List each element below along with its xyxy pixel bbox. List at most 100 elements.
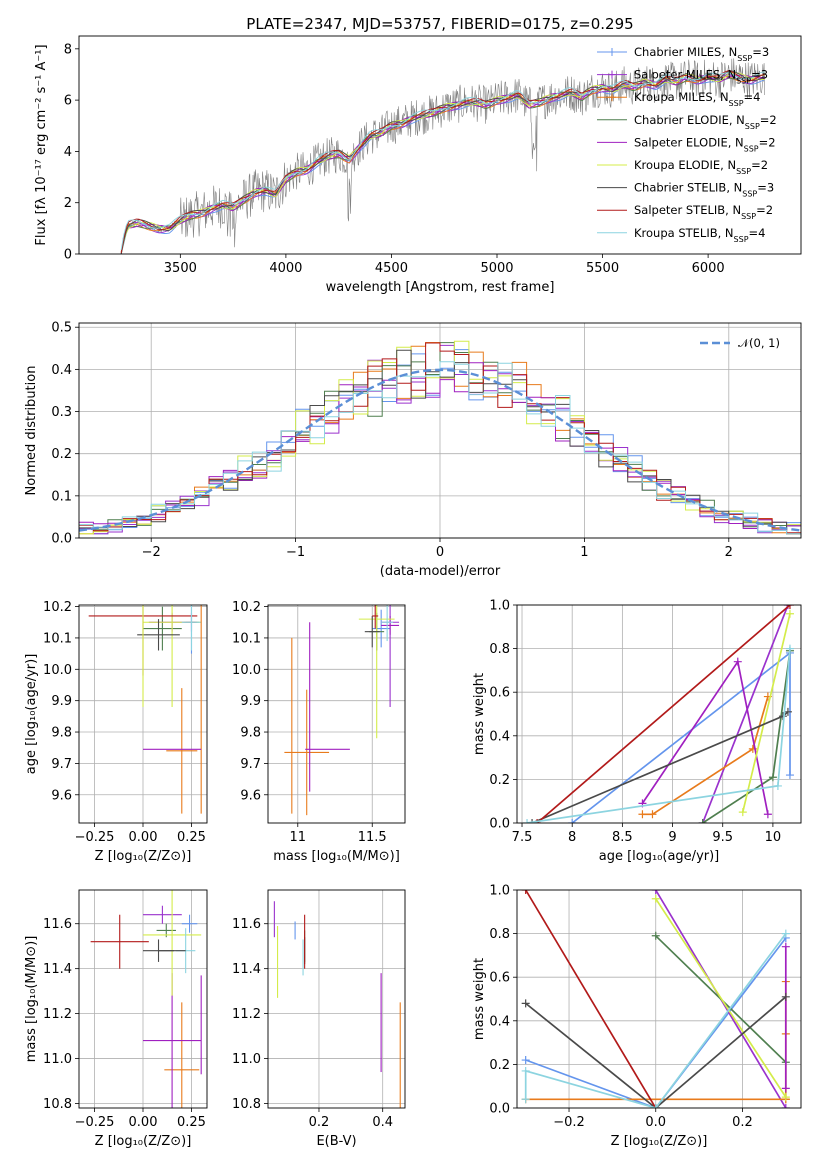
errorbar-7 [137,619,180,651]
x-tick-label: 5500 [586,261,619,276]
x-tick-label: 8 [568,830,576,845]
x-tick-label: 11 [290,830,307,845]
y-tick-label: 0 [64,248,72,263]
x-tick-label: 1 [580,545,588,560]
x-tick-label: 0.2 [309,1115,330,1130]
y-tick-label: 11.0 [232,1052,261,1067]
y-tick-label: 2 [64,196,72,211]
y-tick-label: 0.8 [489,927,510,942]
plot-area [523,605,794,823]
series-marker [781,929,790,938]
series-line-1 [525,937,787,1108]
legend-marker [608,70,616,79]
series-marker [778,712,787,721]
y-tick-label: 11.6 [43,917,72,932]
x-tick-label: 0 [436,545,444,560]
errorbar-3 [164,1002,200,1108]
y-tick-label: 0.4 [489,729,510,744]
y-tick-label: 11.2 [232,1007,261,1022]
x-tick-label: 11.5 [358,830,387,845]
panel-mass_vs_ebv: 0.2 0.4 10.8 11.0 11.2 11.4 11.6 E(B-V) [232,889,406,1149]
y-tick-label: 1.0 [489,884,510,899]
y-tick-label: 10.1 [43,631,72,646]
legend-label-7: Chabrier STELIB, NSSP=3 [634,181,774,199]
y-tick-label: 11.4 [232,962,261,977]
x-tick-label: 6000 [692,261,725,276]
series-marker [568,819,577,823]
series-marker [698,819,707,823]
legend-label-9: Kroupa STELIB, NSSP=4 [634,226,765,244]
axes-frame [78,604,208,824]
errorbar-2 [143,905,182,924]
y-axis-label: Flux [fλ 10⁻¹⁷ erg cm⁻² s⁻¹ A⁻¹] [34,44,49,245]
legend-label-1: Chabrier MILES, NSSP=3 [634,45,769,63]
series-marker [738,808,747,817]
series-marker [773,781,782,790]
series-marker [533,819,542,823]
legend-label-4: Chabrier ELODIE, NSSP=2 [634,113,777,131]
x-tick-label: 0.4 [372,1115,393,1130]
panel-mass_vs_Z: −0.25 0.00 0.25 10.8 11.0 11.2 11.4 11.6 Z [log₁… [24,889,208,1149]
series-marker [651,894,660,903]
y-tick-label: 11.4 [43,962,72,977]
series-marker [781,942,790,951]
series-marker [521,999,530,1008]
errorbar-7 [364,615,380,648]
y-tick-label: 0.8 [489,642,510,657]
y-tick-label: 0.6 [489,971,510,986]
series-line-3 [642,696,769,816]
x-axis-label: Z [log₁₀(Z/Z⊙)] [611,1134,708,1149]
legend-label-6: Kroupa ELODIE, NSSP=2 [634,158,768,176]
series-marker [638,810,647,819]
y-tick-label: 0.2 [489,773,510,788]
y-tick-label: 0.6 [489,686,510,701]
series-line-8 [524,890,657,1108]
x-axis-label: Z [log₁₀(Z/Z⊙)] [95,1134,192,1149]
series-marker [763,810,772,819]
x-axis-label: Z [log₁₀(Z/Z⊙)] [95,849,192,864]
errorbar-5 [143,973,202,1108]
x-tick-label: 8.5 [612,830,633,845]
series-marker [648,810,657,819]
x-tick-label: −1 [286,545,305,560]
legend-label-2: Salpeter MILES, NSSP=3 [634,68,768,86]
y-tick-label: 9.6 [51,788,72,803]
series-marker [521,1066,530,1075]
panel-residuals: −2 −1 0 1 2 0.0 0.1 0.2 0.3 0.4 0.5 (data-model)/er… [24,321,802,579]
y-tick-label: 11.0 [43,1052,72,1067]
y-tick-label: 9.7 [51,757,72,772]
x-tick-label: −0.25 [75,830,115,845]
series-marker [768,773,777,782]
legend-marker [608,48,616,56]
y-axis-label: mass weight [472,673,487,755]
panel-age_vs_Z: −0.25 0.00 0.25 9.6 9.7 9.8 9.9 10.0 10.1 10.2 Z [… [24,600,208,864]
series-marker [521,1056,530,1065]
series-marker [781,1104,790,1108]
series-line-9 [524,933,787,1108]
series-marker [651,1104,660,1108]
y-tick-label: 0.0 [489,1102,510,1117]
y-tick-label: 9.8 [240,726,261,741]
axes-frame [516,604,802,824]
x-tick-label: 9.5 [712,830,733,845]
errorbar-3 [166,688,198,814]
legend: Chabrier MILES, NSSP=3 Salpeter MILES, NS… [597,45,777,243]
plot-area [90,890,202,1108]
x-tick-label: 4500 [375,261,408,276]
y-tick-label: 10.2 [232,600,261,615]
series-marker [651,931,660,940]
x-tick-label: 9 [668,830,676,845]
x-tick-label: 4000 [269,261,302,276]
series-marker [521,890,530,894]
x-axis-label: age [log₁₀(age/yr)] [599,849,720,864]
y-tick-label: 11.2 [43,1007,72,1022]
legend-label-8: Salpeter STELIB, NSSP=2 [634,203,773,221]
x-tick-label: 0.25 [177,1115,206,1130]
x-tick-label: 0.25 [177,830,206,845]
legend-label: 𝒩(0, 1) [738,336,780,350]
x-axis-label: (data-model)/error [380,564,501,579]
y-tick-label: 11.6 [232,917,261,932]
y-axis-label: mass [log₁₀(M/M⊙)] [24,936,39,1063]
figure-title: PLATE=2347, MJD=53757, FIBERID=0175, z=0… [246,15,633,33]
